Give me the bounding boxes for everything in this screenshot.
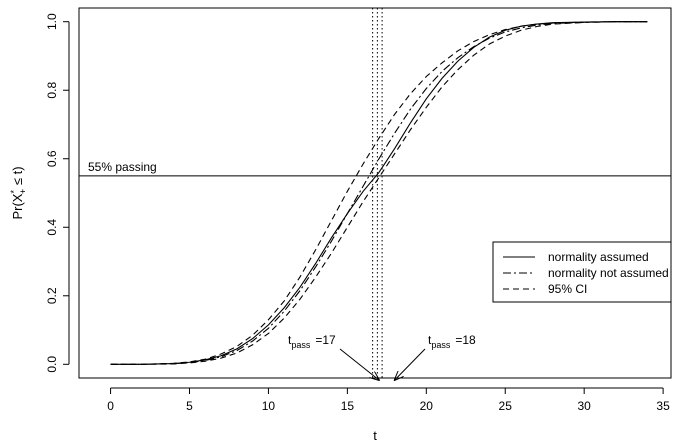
x-tick-label: 15 xyxy=(341,399,355,413)
x-tick-label: 10 xyxy=(262,399,276,413)
annotation-tpass-18: tpass =18 xyxy=(428,333,476,350)
x-tick-label: 5 xyxy=(186,399,193,413)
x-axis-title: t xyxy=(373,428,377,443)
annotation-arrow xyxy=(339,348,379,380)
series-line-normality-not-assumed xyxy=(110,21,648,365)
y-tick-label: 0.0 xyxy=(45,356,59,373)
y-axis-title: Pr(X*+ ≤ t) xyxy=(9,166,28,219)
series-line-95-ci xyxy=(110,21,648,365)
x-tick-label: 0 xyxy=(107,399,114,413)
x-tick-label: 30 xyxy=(577,399,591,413)
annotation-tpass-17: tpass =17 xyxy=(288,333,336,350)
y-tick-label: 0.2 xyxy=(45,287,59,304)
y-tick-label: 0.4 xyxy=(45,219,59,236)
x-tick-label: 20 xyxy=(420,399,434,413)
x-tick-label: 35 xyxy=(656,399,670,413)
legend-entry: normality assumed xyxy=(548,250,649,264)
y-tick-label: 1.0 xyxy=(45,13,59,30)
series-line-ci-bound-3 xyxy=(110,21,648,365)
y-tick-label: 0.6 xyxy=(45,150,59,167)
plot-frame xyxy=(78,7,672,379)
legend-box xyxy=(492,241,672,303)
x-tick-label: 25 xyxy=(499,399,513,413)
series-line-normality-assumed xyxy=(110,21,648,365)
legend-entry: 95% CI xyxy=(548,282,587,296)
annotation-arrow xyxy=(395,348,426,380)
y-tick-label: 0.8 xyxy=(45,82,59,99)
legend-entry: normality not assumed xyxy=(548,266,669,280)
hline-label: 55% passing xyxy=(88,160,157,174)
